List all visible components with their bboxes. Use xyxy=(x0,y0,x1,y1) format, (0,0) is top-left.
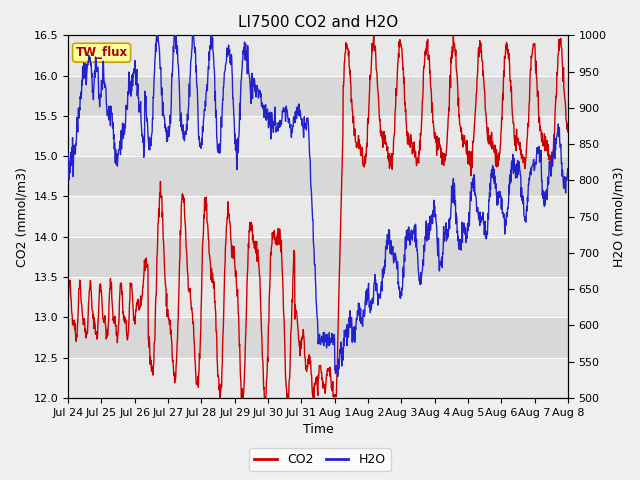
Bar xyxy=(68,36,568,76)
Bar xyxy=(68,237,568,277)
Bar xyxy=(68,116,568,156)
Title: LI7500 CO2 and H2O: LI7500 CO2 and H2O xyxy=(238,15,398,30)
X-axis label: Time: Time xyxy=(303,423,333,436)
Y-axis label: H2O (mmol/m3): H2O (mmol/m3) xyxy=(612,167,625,267)
Bar xyxy=(68,196,568,237)
Legend: CO2, H2O: CO2, H2O xyxy=(250,448,390,471)
Bar xyxy=(68,277,568,317)
Bar xyxy=(68,156,568,196)
Bar xyxy=(68,317,568,358)
Bar xyxy=(68,358,568,398)
Bar xyxy=(68,76,568,116)
Y-axis label: CO2 (mmol/m3): CO2 (mmol/m3) xyxy=(15,167,28,266)
Text: TW_flux: TW_flux xyxy=(76,46,127,59)
